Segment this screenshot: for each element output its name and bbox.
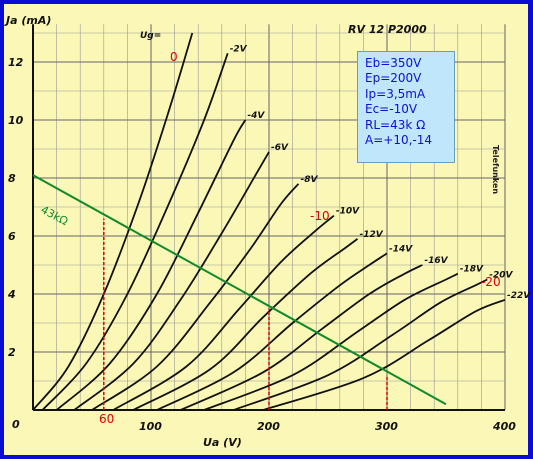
y-tick-label: 12 — [8, 56, 24, 69]
infobox-line-gain: A=+10,-14 — [365, 133, 433, 148]
tube-curve — [233, 278, 488, 411]
y-tick-label: 2 — [8, 346, 16, 359]
tube-curve — [112, 215, 335, 411]
tube-curve — [180, 264, 423, 411]
curve-label: -16V — [424, 256, 448, 266]
infobox-line-rl: RL=43k Ω — [365, 117, 426, 132]
tube-curve — [262, 298, 506, 411]
curve-label: -18V — [460, 265, 484, 275]
x-tick-label: 100 — [139, 420, 162, 433]
curve-label: -8V — [301, 175, 319, 185]
tube-curve — [32, 32, 194, 411]
curve-label: -12V — [360, 230, 384, 240]
x-tick-label: 200 — [257, 420, 280, 433]
operating-point-infobox: Eb=350V Ep=200V Ip=3,5mA Ec=-10V RL=43k … — [357, 51, 455, 163]
y-axis-label: Ja (mA) — [4, 14, 51, 27]
y-tick-label: 10 — [8, 114, 24, 127]
curve-label: -2V — [230, 44, 248, 54]
curve-label: -4V — [247, 111, 265, 121]
infobox-line-ep: Ep=200V — [365, 71, 422, 86]
curve-label: -20V — [489, 271, 513, 281]
tube-curve — [56, 119, 247, 411]
grid-voltage-label: Ug= — [140, 31, 161, 41]
load-line — [32, 174, 447, 406]
tube-curve — [203, 272, 459, 411]
curve-label: -14V — [389, 244, 413, 254]
curve-label: -10V — [336, 207, 360, 217]
x-tick-label: 400 — [492, 420, 516, 433]
tube-curve — [91, 183, 300, 411]
y-tick-label: 6 — [8, 230, 16, 243]
annotation-zero: 0 — [170, 50, 178, 64]
curve-label: -22V — [507, 291, 531, 301]
infobox-line-ip: Ip=3,5mA — [365, 86, 426, 101]
tube-curve — [73, 151, 270, 411]
x-axis-label: Ua (V) — [203, 436, 242, 449]
x-tick-label: 300 — [375, 420, 398, 433]
y-tick-label: 4 — [7, 288, 16, 301]
curve-label: -6V — [271, 143, 289, 153]
chart-title: RV 12 P2000 — [348, 23, 427, 36]
tube-curve — [41, 52, 229, 411]
infobox-line-ec: Ec=-10V — [365, 102, 418, 117]
tube-curve — [156, 252, 388, 411]
side-brand-text: Telefunken — [491, 145, 500, 194]
infobox-line-eb: Eb=350V — [365, 56, 422, 70]
origin-label: 0 — [12, 418, 20, 431]
annotation-minus20: -20 — [481, 275, 501, 289]
tube-curve — [132, 238, 359, 411]
y-tick-label: 8 — [8, 172, 16, 185]
annotation-x60: 60 — [99, 412, 114, 426]
annotation-minus10: -10 — [310, 209, 330, 223]
